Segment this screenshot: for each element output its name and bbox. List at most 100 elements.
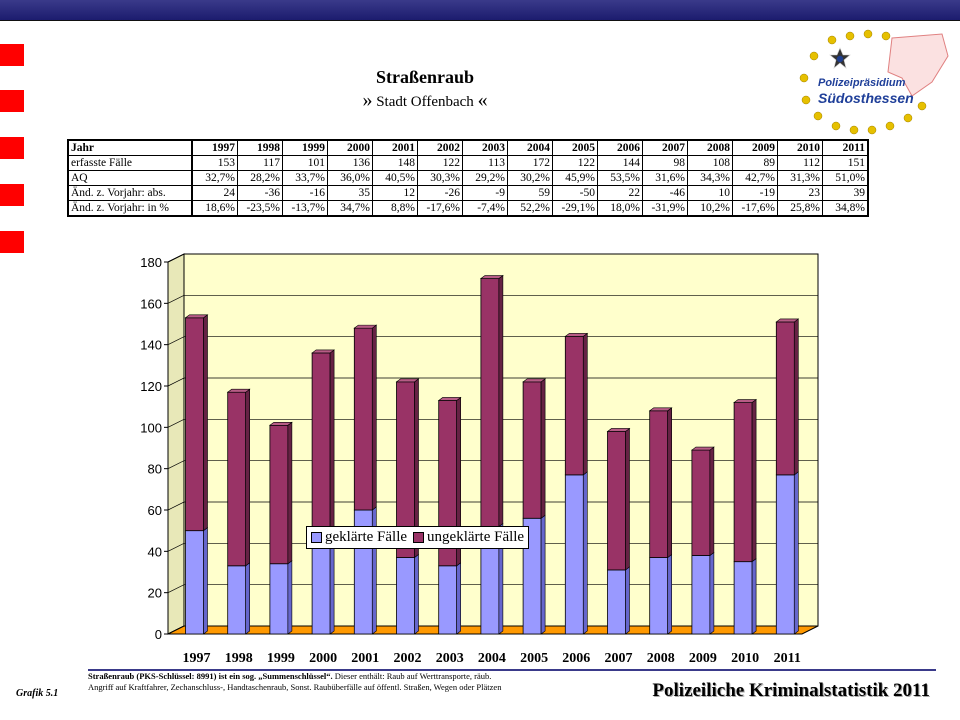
bar-top — [353, 324, 378, 329]
bar-side — [793, 318, 799, 476]
red-square-marker — [0, 231, 24, 253]
table-cell: 1999 — [282, 139, 328, 156]
footer-note-rest: Dieser enthält: Raub auf Werttransporte,… — [88, 671, 502, 692]
bar-side — [667, 553, 673, 635]
bar-ungeklaert-2011 — [775, 321, 795, 476]
bar-top — [479, 275, 504, 279]
x-tick-label: 2004 — [478, 651, 506, 666]
bar-top — [775, 318, 800, 323]
table-cell: 2009 — [732, 139, 778, 156]
table-cell: 30,2% — [507, 170, 553, 186]
y-tick-label: 180 — [140, 255, 162, 270]
bar-side — [414, 553, 419, 635]
bar-side — [709, 551, 715, 635]
bar-ungeklaert-1997 — [185, 317, 204, 532]
table-cell: 53,5% — [597, 170, 643, 186]
table-row: Änd. z. Vorjahr: abs. 24 -36 -16 35 12 -26 -9 59… — [67, 185, 869, 201]
table-cell: 10,2% — [687, 200, 733, 217]
y-tick-label: 120 — [140, 379, 162, 394]
legend-label-geklaert: geklärte Fälle — [325, 529, 408, 545]
bar-side — [287, 421, 293, 565]
bar-top — [648, 407, 673, 412]
gridline — [167, 460, 818, 469]
table-cell: 2007 — [642, 139, 688, 156]
y-tick-label: 0 — [155, 627, 162, 642]
legend-entry-geklaert: geklärte Fälle — [311, 529, 407, 546]
bar-side — [245, 388, 250, 567]
table-cell: -36 — [237, 185, 283, 201]
bar-top — [311, 349, 336, 354]
legend-label-ungeklaert: ungeklärte Fälle — [427, 529, 525, 545]
gridline — [167, 253, 818, 263]
bar-geklaert-1997 — [185, 530, 204, 635]
table-cell: 34,7% — [327, 200, 373, 217]
bar-side — [625, 566, 630, 635]
table-cell: -31,9% — [642, 200, 688, 217]
bar-ungeklaert-2004 — [480, 278, 500, 527]
bar-ungeklaert-2008 — [649, 410, 669, 558]
bar-ungeklaert-2006 — [564, 335, 584, 476]
gridline — [167, 336, 818, 345]
bar-ungeklaert-2007 — [607, 431, 626, 571]
bar-side — [245, 562, 250, 635]
bar-top — [395, 378, 420, 383]
bar-side — [582, 332, 588, 476]
x-tick-label: 2003 — [436, 651, 464, 666]
bar-side — [203, 314, 208, 532]
y-tick-label: 40 — [148, 544, 162, 559]
x-tick-label: 1997 — [183, 651, 211, 666]
table-cell: 2011 — [822, 139, 869, 156]
logo-star-ring — [799, 29, 927, 135]
table-cell: 108 — [687, 155, 733, 171]
table-cell: 52,2% — [507, 200, 553, 217]
x-tick-label: 2006 — [562, 651, 590, 666]
bar-side — [329, 349, 335, 534]
bar-ungeklaert-1998 — [227, 391, 247, 567]
y-tick-label: 100 — [140, 420, 162, 435]
y-tick-label: 80 — [148, 462, 162, 477]
table-row: Änd. z. Vorjahr: in % 18,6% -23,5% -13,7% 34… — [67, 200, 869, 217]
bar-geklaert-2009 — [691, 555, 711, 635]
table-cell: 151 — [822, 155, 869, 171]
bar-side — [371, 324, 377, 511]
top-bar — [0, 0, 960, 21]
subtitle-text: Stadt Offenbach — [376, 94, 474, 110]
red-square-marker — [0, 184, 24, 206]
bar-geklaert-2008 — [649, 557, 669, 635]
figure-label: Grafik 5.1 — [16, 688, 59, 699]
table-cell: -29,1% — [552, 200, 598, 217]
row-label: Änd. z. Vorjahr: in % — [67, 200, 193, 217]
table-cell: 23 — [777, 185, 823, 201]
red-square-marker — [0, 44, 24, 66]
bar-geklaert-2011 — [775, 474, 795, 635]
gridline — [167, 501, 818, 511]
legend-swatch-geklaert — [311, 532, 322, 544]
bar-top — [522, 378, 546, 383]
bar-top — [226, 388, 251, 393]
x-tick-label: 2002 — [394, 651, 422, 666]
bar-side — [203, 527, 208, 635]
table-cell: 31,6% — [642, 170, 688, 186]
bar-ungeklaert-1999 — [269, 424, 289, 565]
bar-side — [456, 562, 462, 635]
bar-side — [667, 407, 673, 559]
logo-line-2: Südosthessen — [818, 90, 914, 106]
table-cell: -9 — [462, 185, 508, 201]
stats-table: Jahr 1997 1998 1999 2000 2001 2002 2003 2004 2005… — [67, 139, 869, 217]
table-cell: 2010 — [777, 139, 823, 156]
chart-wall-side — [167, 253, 185, 635]
bar-side — [625, 427, 630, 571]
page-title: Straßenraub — [375, 67, 474, 87]
table-cell: 36,0% — [327, 170, 373, 186]
table-cell: -13,7% — [282, 200, 328, 217]
table-cell: -16 — [282, 185, 328, 201]
bar-ungeklaert-2010 — [733, 402, 753, 563]
footer-title: Polizeiliche Kriminalstatistik 2011 — [652, 680, 930, 701]
footer-note-bold: Straßenraub (PKS-Schlüssel: 8991) ist ei… — [88, 671, 333, 681]
table-cell: 51,0% — [822, 170, 869, 186]
bar-geklaert-2006 — [564, 474, 584, 635]
table-cell: 34,8% — [822, 200, 869, 217]
table-cell: -46 — [642, 185, 688, 201]
table-cell: -19 — [732, 185, 778, 201]
gridline — [167, 418, 818, 428]
